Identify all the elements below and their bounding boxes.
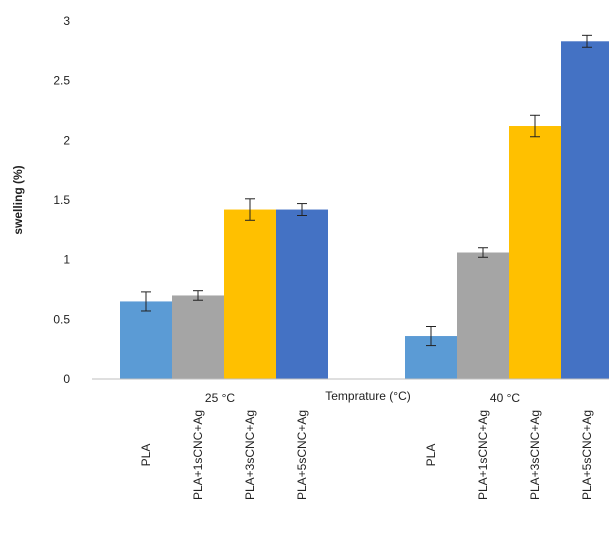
group-label: 40 °C (490, 391, 520, 405)
category-label: PLA (139, 444, 153, 467)
y-tick-label: 0 (63, 372, 70, 386)
x-axis-title: Temprature (°C) (325, 389, 410, 403)
bar (276, 209, 328, 379)
category-label: PLA (424, 444, 438, 467)
category-label: PLA+1sCNC+Ag (476, 410, 490, 500)
category-labels: PLA PLA+1sCNC+Ag PLA+3sCNC+Ag PLA+5sCNC+Ag P… (139, 410, 594, 500)
bar (509, 126, 561, 379)
y-tick-label: 2.5 (53, 74, 70, 88)
y-tick-label: 2 (63, 133, 70, 147)
bar (120, 301, 172, 379)
bar (172, 295, 224, 379)
y-tick-label: 3 (63, 14, 70, 28)
category-label: PLA+3sCNC+Ag (528, 410, 542, 500)
bar (224, 209, 276, 379)
y-tick-label: 1 (63, 253, 70, 267)
category-label: PLA+3sCNC+Ag (243, 410, 257, 500)
y-tick-label: 1.5 (53, 193, 70, 207)
category-label: PLA+5sCNC+Ag (295, 410, 309, 500)
y-tick-label: 0.5 (53, 312, 70, 326)
group-label: 25 °C (205, 391, 235, 405)
bars (120, 34, 609, 379)
y-axis-title: swelling (%) (11, 165, 25, 234)
bar (561, 41, 609, 379)
group-labels: 25 °C 40 °C (205, 391, 520, 405)
category-label: PLA+1sCNC+Ag (191, 410, 205, 500)
bar (457, 252, 509, 379)
category-label: PLA+5sCNC+Ag (580, 410, 594, 500)
y-axis: 0 0.5 1 1.5 2 2.5 3 (53, 14, 70, 386)
